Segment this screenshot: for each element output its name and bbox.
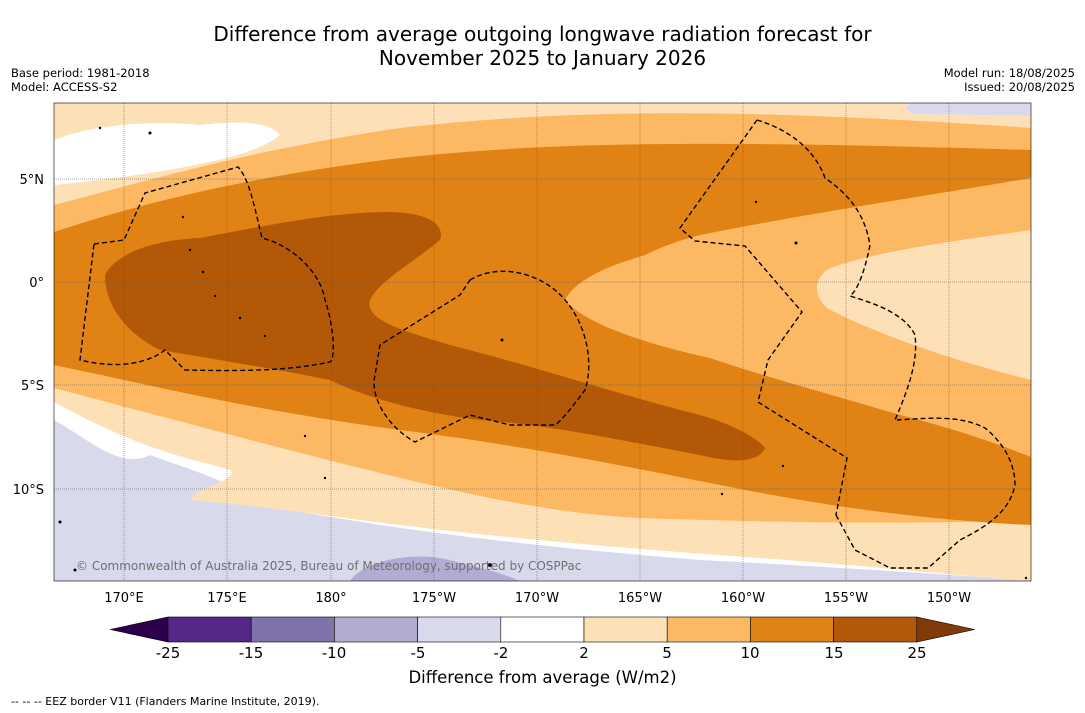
map-frame [53,102,1032,582]
island [201,270,205,274]
meta-right: Model run: 18/08/2025 Issued: 20/08/2025 [944,66,1075,94]
island [98,126,102,130]
graticule [54,103,1031,581]
colorbar-swatch [417,616,502,643]
band-neg10-bottom [350,556,520,581]
island [323,476,327,480]
island [754,200,758,204]
colorbar-title: Difference from average (W/m2) [408,668,677,687]
meta-left: Base period: 1981-2018 Model: ACCESS-S2 [11,66,150,94]
model-name: Model: ACCESS-S2 [11,80,118,94]
colorbar-swatch [500,616,585,643]
island [73,568,77,572]
band-15-25 [105,212,765,461]
issued-date: Issued: 20/08/2025 [964,80,1075,94]
colorbar-tick: 15 [824,644,844,662]
lon-label-170W: 170°W [515,591,559,606]
lat-label-10S: 10°S [13,483,44,498]
colorbar-swatch [167,616,252,643]
title-line-1: Difference from average outgoing longwav… [213,22,872,46]
island [500,338,504,342]
lon-label-150W: 150°W [927,591,971,606]
base-period: Base period: 1981-2018 [11,66,150,80]
longitude-labels: 170°E 175°E 180° 175°W 170°W 165°W 160°W… [104,591,971,606]
island [303,434,307,438]
colorbar-tick: 25 [907,644,927,662]
band-white-pocket [54,122,280,185]
colorbar-tick: 5 [662,644,672,662]
map-fill [54,103,1031,581]
map-title: Difference from average outgoing longwav… [0,22,1085,70]
island [188,248,192,252]
lat-label-5N: 5°N [20,173,45,188]
island [1024,576,1028,580]
colorbar-tick: -2 [493,644,509,662]
colorbar-swatch [833,616,918,643]
colorbar-swatch [750,616,834,643]
lat-label-0: 0° [29,276,44,291]
colorbar-extend-low [109,616,169,643]
island [720,492,724,496]
eez-phoenix [373,270,590,443]
islands [58,126,1028,580]
lon-label-165W: 165°W [618,591,662,606]
model-run: Model run: 18/08/2025 [943,66,1075,80]
colorbar-tick: -5 [410,644,426,662]
colorbar-tick: -15 [238,644,264,662]
title-line-2: November 2025 to January 2026 [378,46,707,70]
island [181,215,185,219]
colorbar-extend-high [916,616,975,643]
island [488,563,492,567]
band-neg5-bottom [54,420,1031,581]
colorbar-swatch [250,616,335,643]
lon-label-175E: 175°E [207,591,247,606]
colorbar [109,616,975,643]
eez-legend-note: -- -- -- EEZ border V11 (Flanders Marine… [11,695,320,708]
band-neg5-top [906,103,1031,116]
eez-cook [835,417,1016,569]
eez-tuvalu [79,166,334,372]
island [58,520,62,524]
lon-label-160W: 160°W [721,591,765,606]
colorbar-swatch [583,616,668,643]
band-2-5-inner [816,230,1031,380]
colorbar-swatch [334,616,418,643]
lon-label-180: 180° [315,591,346,606]
colorbar-tick: -25 [155,644,181,662]
lon-label-170E: 170°E [104,591,144,606]
island [794,241,798,245]
eez-line-central [679,119,848,516]
island [213,294,217,298]
eez-line-kiribati [756,119,917,421]
lon-label-175W: 175°W [412,591,456,606]
copyright-notice: © Commonwealth of Australia 2025, Bureau… [76,559,581,573]
band-5-10-inner [565,180,1031,400]
colorbar-swatch [666,616,751,643]
colorbar-tick: -10 [321,644,347,662]
colorbar-tick: 10 [740,644,760,662]
island [263,334,267,338]
island [148,131,152,135]
map-border [53,102,1032,582]
eez-borders [79,119,1016,569]
island [238,316,242,320]
latitude-labels: 5°N 0° 5°S 10°S [13,173,44,498]
lat-label-5S: 5°S [21,379,44,394]
lon-label-155W: 155°W [824,591,868,606]
island [781,464,785,468]
colorbar-tick: 2 [579,644,589,662]
